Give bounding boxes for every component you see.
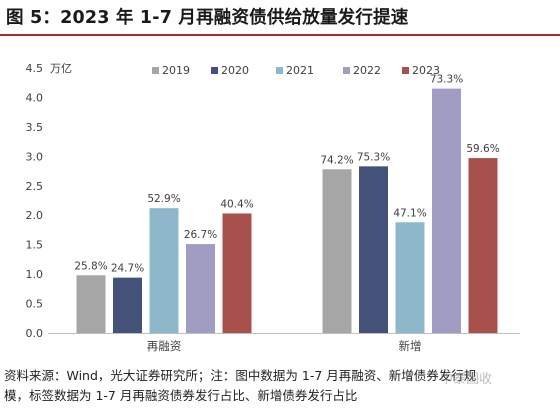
x-category-label: 新增 [399, 339, 422, 353]
legend-label-2021: 2021 [286, 64, 314, 77]
y-tick-label: 2.0 [26, 209, 44, 222]
bar-2021-0 [149, 208, 179, 333]
y-tick-label: 2.5 [26, 180, 44, 193]
title-divider [0, 34, 560, 36]
legend-label-2019: 2019 [162, 64, 190, 77]
x-category-label: 再融资 [147, 339, 182, 353]
y-tick-label: 4.5 [26, 62, 44, 75]
legend-swatch-2019 [152, 67, 159, 74]
data-label: 75.3% [357, 151, 390, 163]
legend-label-2022: 2022 [353, 64, 381, 77]
data-label: 40.4% [220, 198, 253, 210]
bar-2021-1 [395, 222, 425, 333]
source-line-2: 模，标签数据为 1-7 月再融资债券发行占比、新增债券发行占比 [4, 388, 358, 403]
bar-2023-0 [222, 213, 252, 333]
bar-2019-0 [76, 275, 106, 333]
legend-swatch-2021 [276, 67, 283, 74]
legend-swatch-2022 [343, 67, 350, 74]
data-label: 26.7% [184, 229, 217, 241]
source-note: 资料来源：Wind，光大证券研究所；注：图中数据为 1-7 月再融资、新增债券发… [4, 366, 556, 406]
y-tick-label: 0.0 [26, 327, 44, 340]
y-unit-label: 万亿 [50, 62, 72, 75]
bar-2023-1 [468, 158, 498, 333]
data-label: 47.1% [393, 207, 426, 219]
watermark-text: 中泰固收 [440, 372, 493, 387]
y-tick-label: 4.0 [26, 91, 44, 104]
data-label: 73.3% [430, 74, 463, 86]
data-label: 24.7% [111, 263, 144, 275]
data-label: 25.8% [74, 260, 107, 272]
legend-swatch-2023 [402, 67, 409, 74]
legend-label-2020: 2020 [221, 64, 249, 77]
source-line-1: 资料来源：Wind，光大证券研究所；注：图中数据为 1-7 月再融资、新增债券发… [4, 368, 477, 383]
y-tick-label: 1.0 [26, 268, 44, 281]
bar-2022-1 [432, 88, 461, 333]
y-tick-label: 3.5 [26, 121, 44, 134]
data-label: 52.9% [147, 193, 180, 205]
bar-2022-0 [186, 244, 215, 333]
bar-2019-1 [322, 169, 352, 333]
bar-chart: 0.0 0.5 1.0 1.5 2.0 2.5 3.0 3.5 4.0 4.5 万亿 25.8% 24.… [26, 62, 520, 353]
y-tick-label: 0.5 [26, 298, 44, 311]
bar-2020-0 [113, 277, 142, 333]
data-label: 59.6% [466, 143, 499, 155]
figure-title: 图 5：2023 年 1-7 月再融资债供给放量发行提速 [6, 8, 409, 28]
data-label: 74.2% [320, 154, 353, 166]
y-tick-label: 1.5 [26, 239, 44, 252]
y-tick-label: 3.0 [26, 150, 44, 163]
legend-swatch-2020 [211, 67, 218, 74]
legend-label-2023: 2023 [412, 64, 440, 77]
bar-2020-1 [359, 166, 388, 333]
